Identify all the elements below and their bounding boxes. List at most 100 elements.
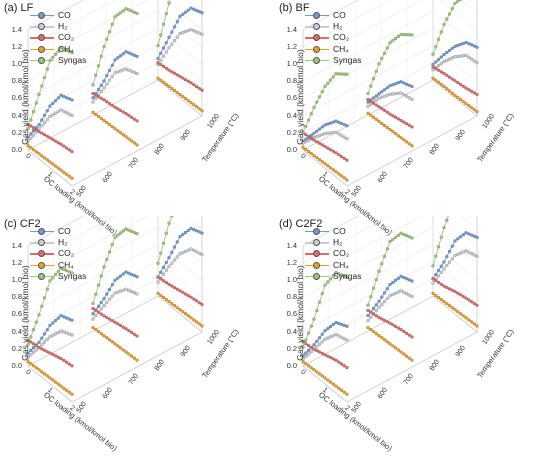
data-point <box>45 67 49 71</box>
data-point <box>402 81 406 85</box>
data-point <box>37 152 41 156</box>
data-point <box>464 86 468 90</box>
panel-title: (a) LF <box>4 2 34 14</box>
data-point <box>312 105 316 110</box>
grid-line <box>302 0 359 30</box>
data-point <box>29 348 33 353</box>
data-point <box>396 134 400 138</box>
chart-svg <box>301 216 479 403</box>
data-point <box>323 144 327 149</box>
y-tick-label: 1.4 <box>11 240 22 250</box>
data-point <box>447 303 452 308</box>
data-point <box>382 88 387 92</box>
data-point <box>450 288 454 292</box>
data-point <box>402 232 406 237</box>
series-group <box>26 0 204 180</box>
data-point <box>129 330 134 335</box>
data-point <box>467 42 471 46</box>
data-point <box>56 269 60 274</box>
data-point <box>181 30 185 35</box>
axis-line <box>71 331 203 403</box>
data-point <box>456 43 460 48</box>
data-point <box>164 41 168 45</box>
data-point <box>469 105 474 110</box>
data-point <box>342 364 346 368</box>
data-point <box>48 279 52 283</box>
data-point <box>110 63 114 67</box>
data-point <box>315 134 319 139</box>
data-point <box>337 132 341 136</box>
data-point <box>99 116 103 121</box>
data-point <box>306 343 311 348</box>
data-point <box>304 147 308 152</box>
data-point <box>345 124 349 128</box>
data-point <box>124 7 128 11</box>
data-point <box>309 350 313 354</box>
data-point <box>37 129 41 134</box>
data-point <box>96 64 101 68</box>
data-point <box>178 308 182 312</box>
data-point <box>339 388 344 392</box>
data-point <box>450 46 454 51</box>
data-point <box>105 292 109 296</box>
data-point <box>53 332 58 336</box>
data-point <box>170 301 174 306</box>
data-point <box>377 315 381 320</box>
data-point <box>328 277 333 281</box>
data-point <box>306 149 311 154</box>
data-point <box>399 32 403 37</box>
data-point <box>31 129 36 133</box>
data-point <box>105 336 109 340</box>
data-point <box>393 278 398 283</box>
data-point <box>42 75 47 80</box>
data-point <box>304 351 308 355</box>
data-point <box>29 132 33 136</box>
data-point <box>194 30 199 34</box>
data-point <box>107 287 112 292</box>
data-point <box>456 95 460 100</box>
data-point <box>132 273 136 278</box>
data-point <box>172 38 177 43</box>
data-point <box>402 329 406 334</box>
data-point <box>377 334 381 338</box>
data-point <box>456 252 460 256</box>
data-point <box>53 164 58 168</box>
data-point <box>315 100 319 104</box>
data-point <box>26 351 30 355</box>
data-point <box>447 249 452 254</box>
data-point <box>399 231 403 235</box>
y-tick-label: 1.4 <box>286 24 297 34</box>
data-point <box>45 158 49 162</box>
data-point <box>323 123 327 127</box>
data-point <box>51 321 55 325</box>
data-point <box>107 250 112 254</box>
data-point <box>99 83 103 87</box>
data-point <box>393 36 398 41</box>
data-point <box>453 44 457 49</box>
data-point <box>371 286 376 290</box>
data-point <box>342 390 346 394</box>
data-point <box>62 386 66 390</box>
data-point <box>53 139 58 143</box>
data-point <box>393 131 398 136</box>
data-point <box>181 310 185 314</box>
data-point <box>461 41 465 46</box>
data-point <box>385 340 389 344</box>
data-point <box>40 84 44 88</box>
data-point <box>121 288 125 292</box>
data-point <box>59 384 63 388</box>
data-point <box>159 78 163 82</box>
data-point <box>380 106 384 111</box>
data-point <box>164 12 168 16</box>
data-point <box>192 297 196 301</box>
data-point <box>393 115 398 119</box>
legend-label: Syngas <box>333 270 362 281</box>
data-point <box>197 9 201 14</box>
data-point <box>326 378 330 382</box>
data-point <box>132 117 136 121</box>
data-point <box>113 105 117 109</box>
data-point <box>102 265 106 269</box>
data-point <box>48 104 52 108</box>
data-point <box>301 340 305 344</box>
data-point <box>175 90 179 95</box>
